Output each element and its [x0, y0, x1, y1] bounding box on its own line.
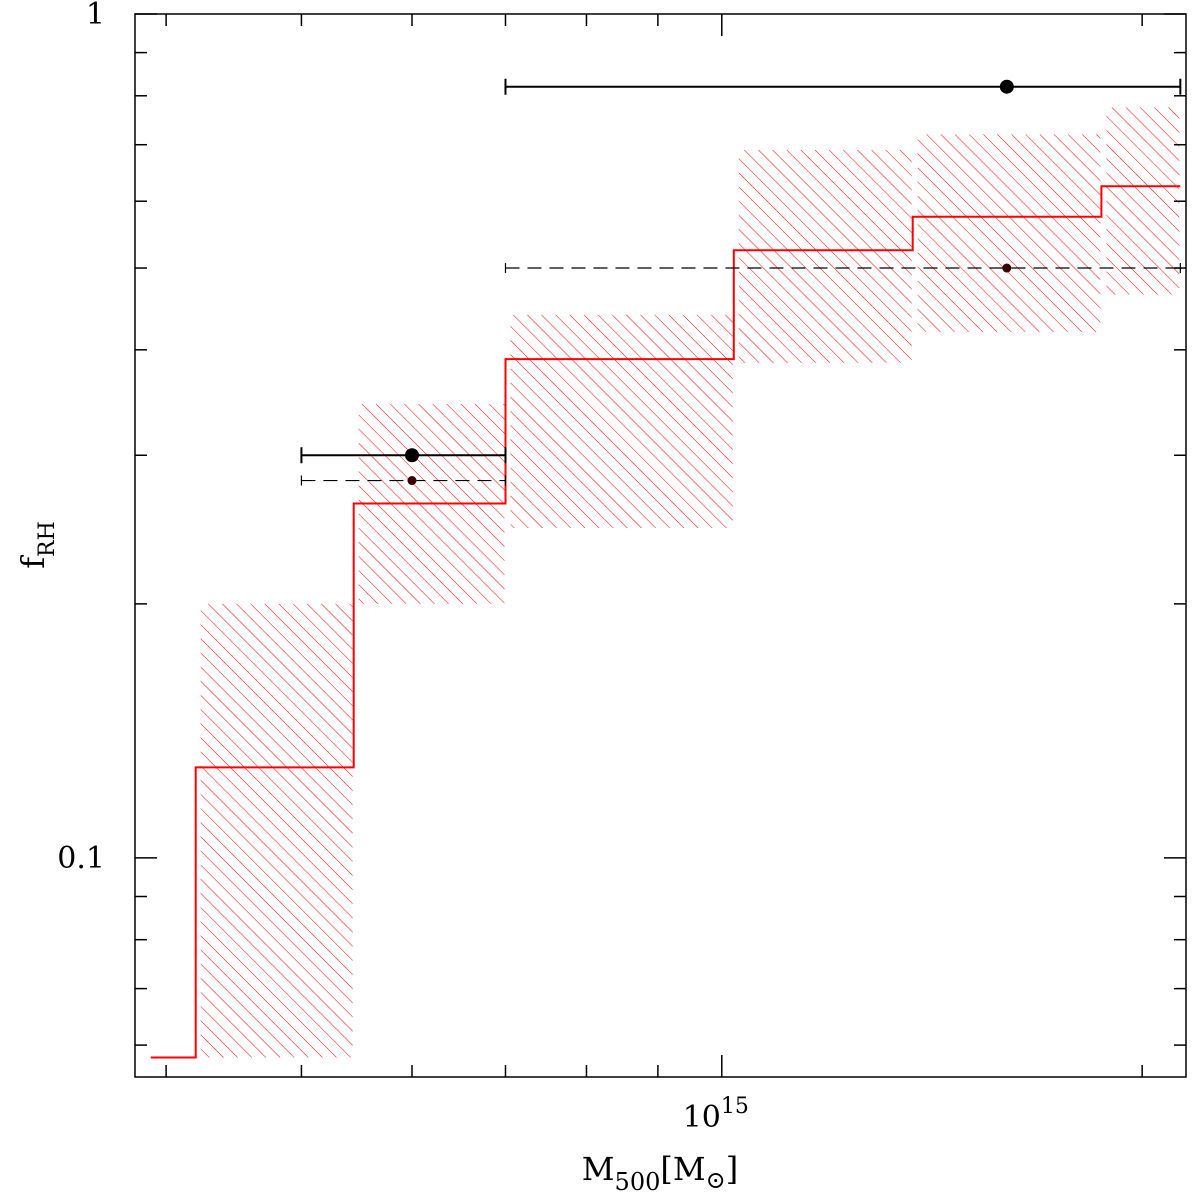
hatched-band-5	[917, 134, 1101, 332]
x-tick-label-0: 1015	[683, 1094, 749, 1135]
y-tick-label-1: 0.1	[57, 841, 105, 876]
y-tick-label-0: 1	[86, 0, 105, 32]
hatched-band-4	[738, 149, 912, 363]
x-axis-label-unit-open: [M	[660, 1150, 705, 1188]
data-point-2	[999, 79, 1014, 94]
data-points	[300, 78, 1182, 486]
data-point-3	[1002, 263, 1012, 273]
x-tick-label-exponent-0: 15	[721, 1094, 749, 1119]
y-axis-label-main: f	[14, 555, 52, 569]
hatched-band-3	[510, 314, 733, 528]
x-axis-label-sub: 500	[615, 1168, 661, 1196]
model-step-path	[150, 185, 1181, 1059]
y-axis-label: fRH	[14, 521, 60, 569]
uncertainty-bands	[200, 107, 1180, 1058]
hatched-band-6	[1106, 107, 1180, 295]
model-step-line	[150, 185, 1181, 1059]
x-tick-label-base-0: 10	[683, 1100, 721, 1135]
x-axis-label: M500[M⊙]	[582, 1150, 738, 1196]
x-axis-label-main: M	[582, 1150, 615, 1188]
x-axis-label-unit-close: ]	[726, 1150, 738, 1188]
hatched-band-1	[200, 603, 353, 1058]
plot-frame	[134, 13, 1187, 1078]
axis-labels: M500[M⊙] fRH	[14, 521, 738, 1196]
data-point-0	[404, 448, 419, 463]
data-point-1	[407, 476, 417, 486]
y-axis-label-sub: RH	[35, 521, 60, 557]
x-axis-label-unit-sub: ⊙	[706, 1166, 726, 1194]
axis-ticks: 1 0.1 1015	[57, 0, 1186, 1135]
